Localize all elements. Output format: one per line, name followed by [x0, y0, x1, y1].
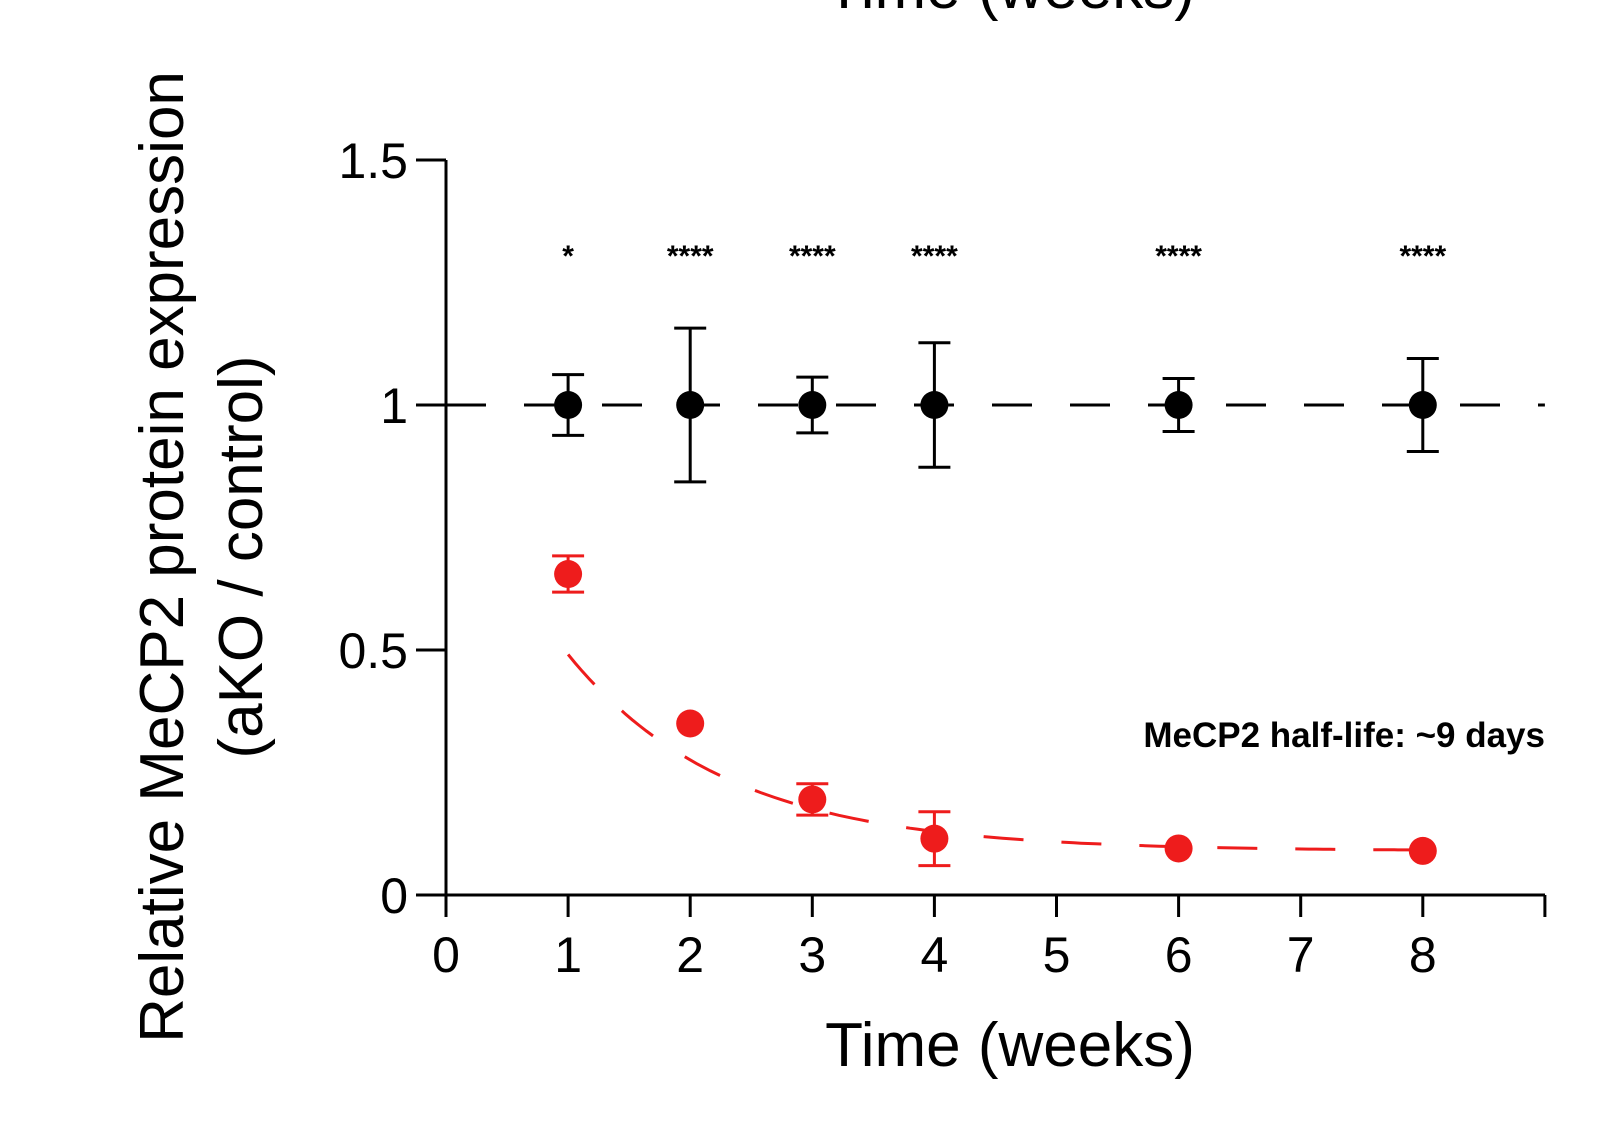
- x-tick-label: 5: [1043, 927, 1071, 983]
- significance-marker: ****: [1155, 240, 1202, 273]
- y-axis-title-line2: (aKO / control): [207, 355, 276, 758]
- x-tick-label: 8: [1409, 927, 1437, 983]
- ako-data-point: [676, 709, 705, 738]
- y-axis-title-line1: Relative MeCP2 protein expression: [128, 71, 197, 1043]
- x-tick-label: 4: [920, 927, 948, 983]
- x-tick-label: 3: [798, 927, 826, 983]
- x-axis-title: Time (weeks): [825, 1011, 1195, 1080]
- control-data-point: [798, 391, 827, 419]
- x-tick-label: 1: [554, 927, 582, 983]
- ako-data-point: [1164, 834, 1193, 863]
- significance-marker: *: [562, 240, 574, 273]
- y-tick-label: 1.5: [338, 133, 408, 189]
- x-axis-ticks: 0 1 2 3 4 5 6 7 8: [432, 895, 1547, 983]
- y-tick-label: 0: [380, 868, 408, 924]
- significance-marker: ****: [1399, 240, 1446, 273]
- ako-data-point: [1408, 836, 1437, 865]
- control-data-point: [920, 391, 949, 419]
- top-clipped-title: Time (weeks): [825, 0, 1195, 22]
- x-tick-label: 6: [1165, 927, 1193, 983]
- control-data-point: [1408, 391, 1437, 419]
- ako-data-point: [798, 785, 827, 814]
- significance-marker: ****: [789, 240, 836, 273]
- series-lines: [446, 403, 1545, 852]
- x-tick-label: 7: [1287, 927, 1315, 983]
- half-life-annotation: MeCP2 half-life: ~9 days: [1143, 716, 1545, 755]
- data-points: [554, 391, 1437, 865]
- y-axis-ticks: 0 0.5 1 1.5: [338, 133, 446, 924]
- y-tick-label: 1: [380, 378, 408, 434]
- control-data-point: [1164, 391, 1193, 419]
- ako-fit-line: [566, 653, 1423, 852]
- ako-data-point: [554, 560, 583, 589]
- significance-labels: * **** **** **** **** ****: [562, 240, 1446, 273]
- control-data-point: [676, 391, 705, 419]
- x-tick-label: 2: [676, 927, 704, 983]
- significance-marker: ****: [667, 240, 714, 273]
- significance-marker: ****: [911, 240, 958, 273]
- y-tick-label: 0.5: [338, 623, 408, 679]
- control-data-point: [554, 391, 583, 419]
- x-tick-label: 0: [432, 927, 460, 983]
- ako-data-point: [920, 824, 949, 853]
